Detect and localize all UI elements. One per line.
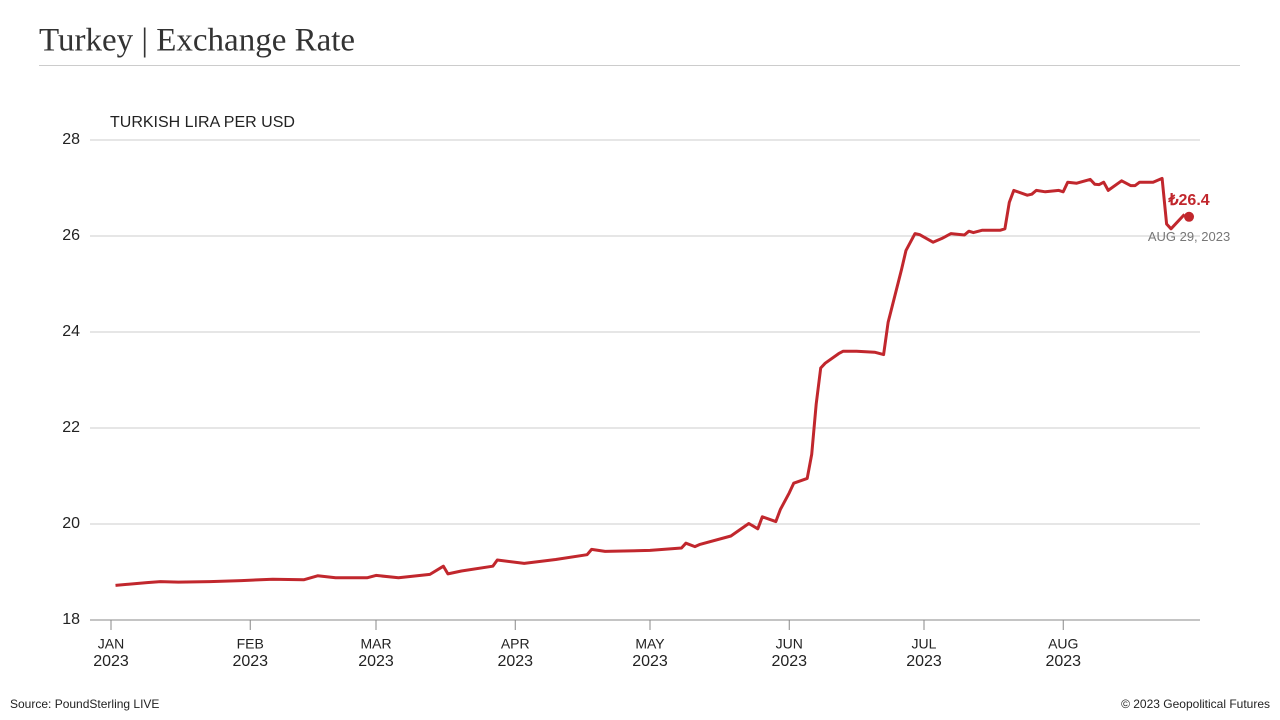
x-tick-label: 2023 bbox=[93, 653, 129, 670]
x-tick-label: FEB bbox=[237, 636, 264, 652]
x-tick-label: 2023 bbox=[906, 653, 942, 670]
y-tick-label: 26 bbox=[62, 227, 80, 244]
last-date-label: AUG 29, 2023 bbox=[1148, 229, 1230, 244]
x-tick-label: 2023 bbox=[771, 653, 807, 670]
y-tick-label: 28 bbox=[62, 131, 80, 148]
x-tick-label: 2023 bbox=[232, 653, 268, 670]
chart-subtitle: TURKISH LIRA PER USD bbox=[110, 114, 295, 131]
y-tick-label: 24 bbox=[62, 323, 80, 340]
x-tick-label: MAR bbox=[360, 636, 391, 652]
x-tick-label: MAY bbox=[635, 636, 665, 652]
series-line bbox=[115, 176, 1186, 587]
source: Source: PoundSterling LIVE bbox=[10, 697, 159, 711]
x-tick-label: 2023 bbox=[1045, 653, 1081, 670]
chart-title: Turkey | Exchange Rate bbox=[39, 23, 355, 59]
x-tick-label: 2023 bbox=[358, 653, 394, 670]
copyright: © 2023 Geopolitical Futures bbox=[1121, 697, 1270, 711]
x-tick-label: APR bbox=[501, 636, 530, 652]
x-tick-label: JAN bbox=[98, 636, 124, 652]
y-tick-label: 20 bbox=[62, 515, 80, 532]
y-tick-label: 22 bbox=[62, 419, 80, 436]
x-tick-label: 2023 bbox=[497, 653, 533, 670]
x-tick-label: 2023 bbox=[632, 653, 668, 670]
x-tick-label: AUG bbox=[1048, 636, 1078, 652]
last-value-label: ₺26.4 bbox=[1167, 192, 1209, 209]
last-point bbox=[1184, 211, 1195, 222]
y-tick-label: 18 bbox=[62, 611, 80, 628]
x-tick-label: JUL bbox=[912, 636, 937, 652]
x-tick-label: JUN bbox=[776, 636, 803, 652]
